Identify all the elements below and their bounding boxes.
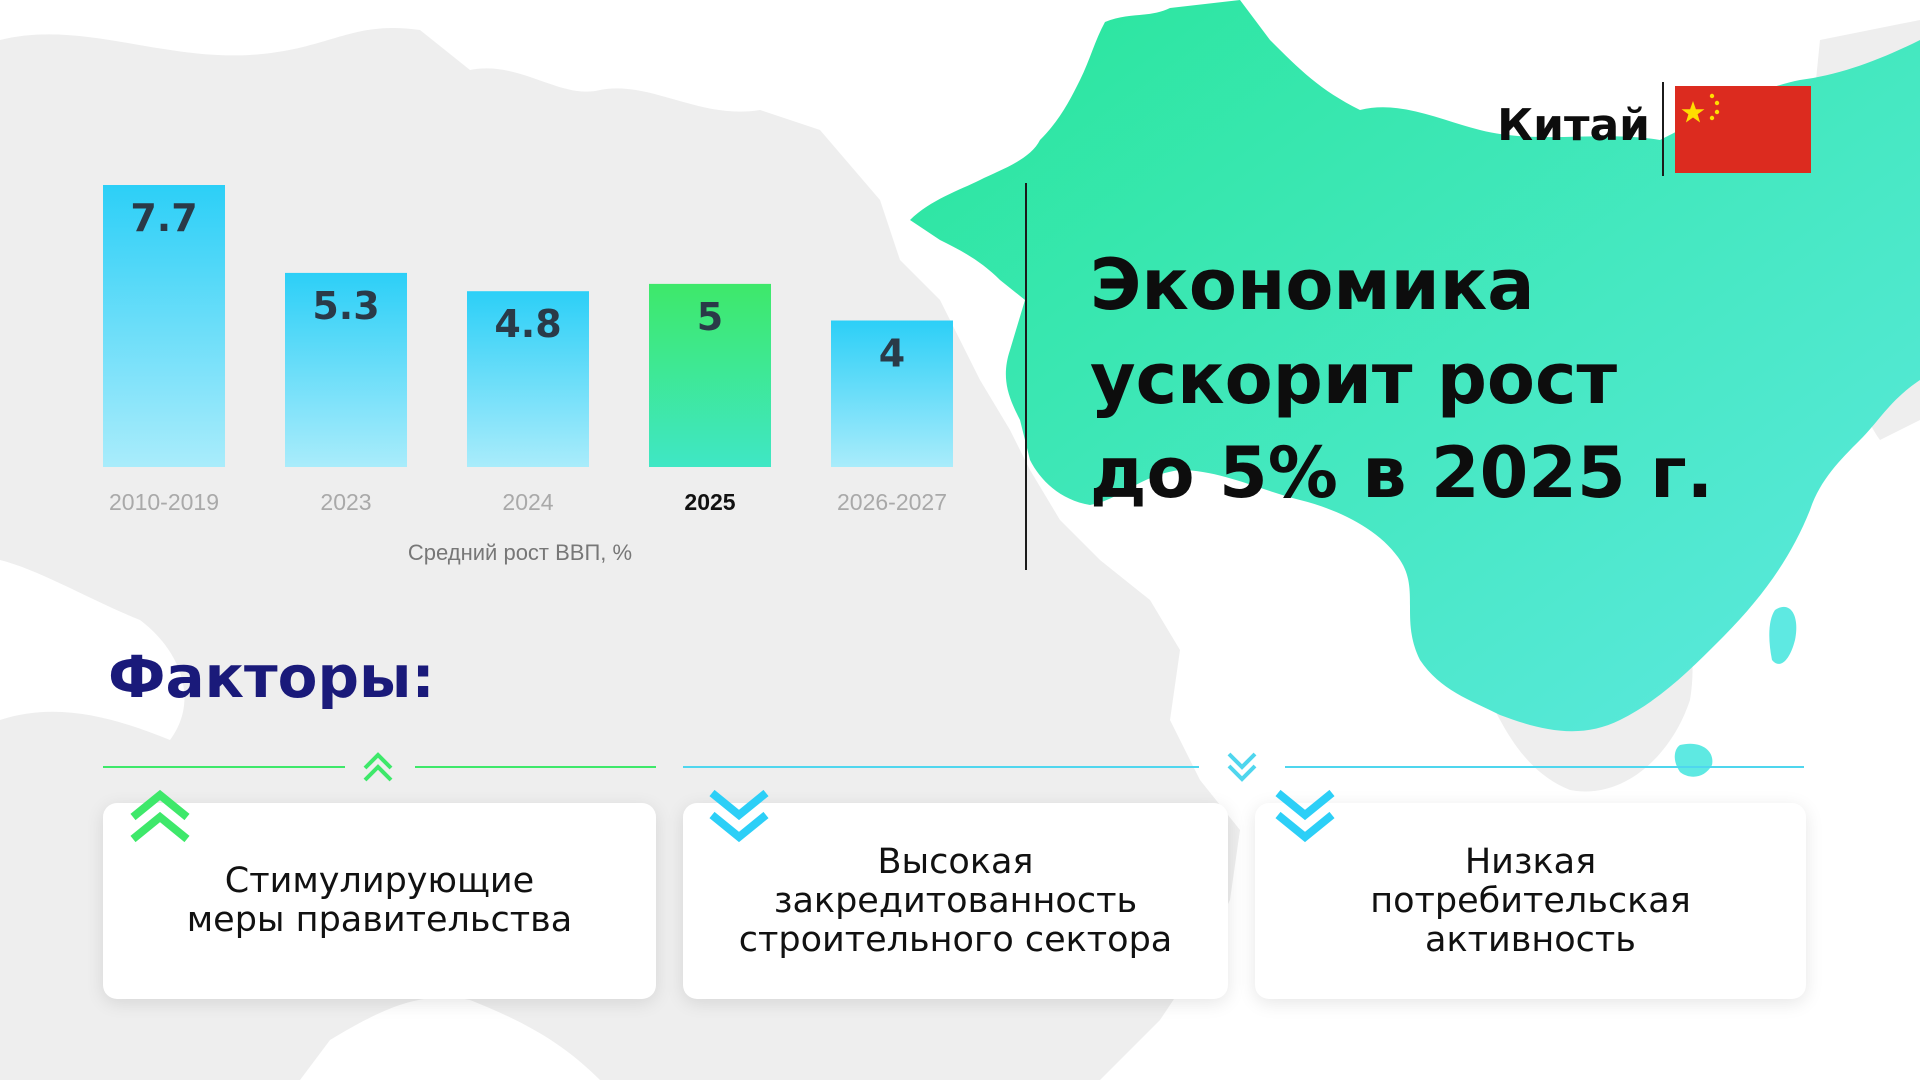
double-chevron-down-icon bbox=[709, 789, 769, 843]
bar-value-label: 5 bbox=[697, 295, 723, 339]
factor-card-3: Низкая потребительская активность bbox=[1255, 789, 1806, 999]
up-group-line-left bbox=[103, 766, 345, 768]
gdp-growth-bar-chart: 7.7 2010-2019 5.3 2023 4.8 2024 5 2025 4 2026-202… bbox=[103, 185, 953, 515]
country-name: Китай bbox=[1497, 100, 1650, 151]
headline: Экономика ускорит рост до 5% в 2025 г. bbox=[1090, 238, 1850, 520]
chart-x-axis-title: Средний рост ВВП, % bbox=[407, 540, 633, 565]
factor-card-1: Стимулирующие меры правительства bbox=[103, 789, 656, 999]
double-chevron-down-icon bbox=[1227, 752, 1257, 782]
taiwan-shape bbox=[1769, 606, 1797, 664]
factor-text: Низкая потребительская активность bbox=[1370, 841, 1691, 960]
bar-2023 bbox=[285, 272, 407, 467]
factor-text: Стимулирующие меры правительства bbox=[186, 861, 573, 940]
category-label: 2026-2027 bbox=[837, 489, 947, 515]
category-label: 2025 bbox=[684, 489, 735, 515]
double-chevron-up-icon bbox=[363, 752, 393, 782]
bar-value-label: 4 bbox=[879, 332, 905, 376]
double-chevron-up-icon bbox=[130, 789, 190, 843]
headline-line-2: ускорит рост bbox=[1090, 338, 1618, 420]
up-group-line-right bbox=[415, 766, 656, 768]
bar-2024 bbox=[467, 291, 589, 467]
category-label: 2023 bbox=[320, 489, 371, 515]
category-label: 2010-2019 bbox=[109, 489, 219, 515]
vertical-divider bbox=[1025, 183, 1027, 570]
headline-line-1: Экономика bbox=[1090, 244, 1535, 326]
category-label: 2024 bbox=[502, 489, 553, 515]
flag-divider bbox=[1662, 82, 1664, 176]
factor-text: Высокая закредитованность строительного … bbox=[738, 841, 1173, 960]
china-flag-icon bbox=[1675, 86, 1811, 173]
headline-line-3: до 5% в 2025 г. bbox=[1090, 432, 1714, 514]
bar-value-label: 5.3 bbox=[312, 284, 379, 328]
factors-title: Факторы: bbox=[108, 643, 435, 711]
bar-2026-2027 bbox=[831, 320, 953, 467]
china-map-shape bbox=[910, 0, 1920, 732]
down-group-line-left bbox=[683, 766, 1199, 768]
bar-value-label: 4.8 bbox=[494, 302, 561, 346]
bar-2010-2019 bbox=[103, 185, 225, 467]
bar-value-label: 7.7 bbox=[130, 196, 197, 240]
down-group-line-right bbox=[1285, 766, 1804, 768]
bar-2025 bbox=[649, 283, 771, 467]
factor-card-2: Высокая закредитованность строительного … bbox=[683, 789, 1228, 999]
hainan-shape bbox=[1674, 743, 1713, 777]
double-chevron-down-icon bbox=[1275, 789, 1335, 843]
